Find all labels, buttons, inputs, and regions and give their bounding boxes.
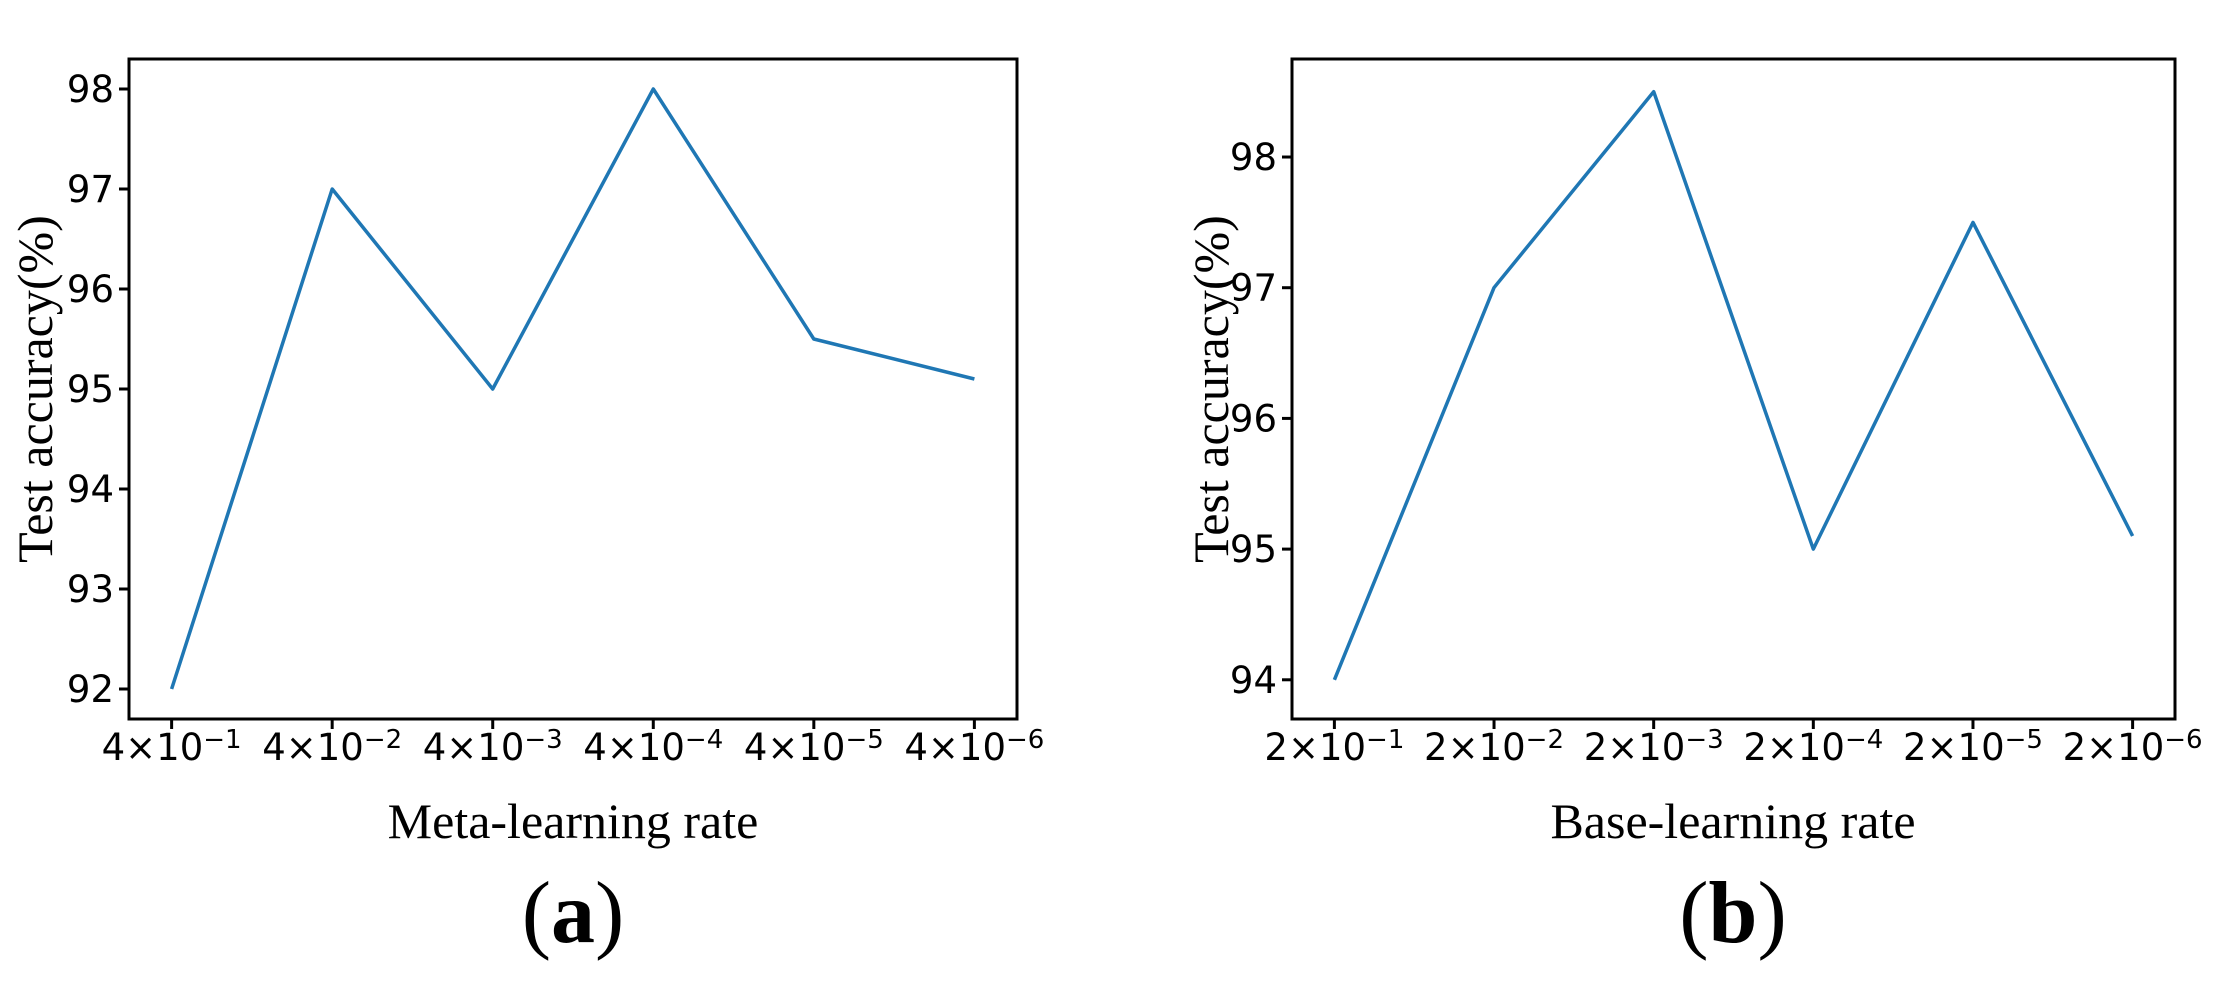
y-tick-label: 98	[67, 68, 114, 111]
y-tick-label: 95	[1230, 528, 1277, 571]
x-tick-mantissa: 4×10	[262, 726, 364, 769]
x-tick-exponent: −2	[364, 725, 402, 755]
x-tick-exponent: −3	[1685, 725, 1723, 755]
x-tick-exponent: −6	[2164, 725, 2202, 755]
x-tick-exponent: −6	[1006, 725, 1044, 755]
x-tick-mantissa: 2×10	[1903, 726, 2005, 769]
x-tick-label: 2×10−1	[1264, 725, 1404, 769]
y-tick-label: 94	[67, 468, 114, 511]
x-tick-label: 4×10−6	[904, 725, 1044, 769]
y-tick-label: 92	[67, 668, 114, 711]
x-tick-exponent: −5	[2005, 725, 2043, 755]
x-tick-label: 2×10−5	[1903, 725, 2043, 769]
y-tick-label: 96	[67, 268, 114, 311]
x-tick-exponent: −4	[1845, 725, 1883, 755]
panel-a-y-axis-title: Test accuracy(%)	[7, 215, 63, 563]
y-tick-label: 98	[1230, 136, 1277, 179]
y-tick-label: 97	[1230, 267, 1277, 310]
x-tick-mantissa: 2×10	[1584, 726, 1686, 769]
y-tick-label: 96	[1230, 397, 1277, 440]
y-tick-label: 95	[67, 368, 114, 411]
data-line	[169, 87, 975, 690]
x-tick-exponent: −1	[1366, 725, 1404, 755]
panel-a-caption-letter: a	[551, 865, 595, 962]
x-tick-exponent: −3	[524, 725, 562, 755]
x-tick-mantissa: 2×10	[1424, 726, 1526, 769]
y-tick-label: 94	[1230, 659, 1277, 702]
x-tick-mantissa: 4×10	[744, 726, 846, 769]
x-tick-label: 4×10−1	[102, 725, 242, 769]
y-tick-label: 93	[67, 568, 114, 611]
panel-b-x-axis-title: Base-learning rate	[1550, 793, 1915, 849]
panel-b-caption-open: (	[1679, 865, 1708, 962]
panel-b-y-axis-title: Test accuracy(%)	[1183, 215, 1239, 563]
x-tick-mantissa: 4×10	[583, 726, 685, 769]
x-tick-label: 4×10−2	[262, 725, 402, 769]
x-tick-label: 2×10−6	[2063, 725, 2203, 769]
plot-border	[1290, 57, 2177, 721]
x-tick-mantissa: 4×10	[904, 726, 1006, 769]
panel-a-caption: (a)	[522, 865, 625, 962]
x-tick-exponent: −2	[1526, 725, 1564, 755]
x-tick-mantissa: 2×10	[2063, 726, 2165, 769]
x-tick-label: 4×10−5	[744, 725, 884, 769]
x-tick-label: 4×10−3	[423, 725, 563, 769]
y-tick-label: 97	[67, 168, 114, 211]
x-tick-mantissa: 4×10	[423, 726, 525, 769]
panel-a-x-axis-title: Meta-learning rate	[388, 793, 759, 849]
x-tick-label: 2×10−2	[1424, 725, 1564, 769]
x-tick-label: 2×10−4	[1743, 725, 1883, 769]
panel-b-caption-close: )	[1757, 865, 1786, 962]
x-tick-mantissa: 2×10	[1264, 726, 1366, 769]
panel-b-caption-letter: b	[1709, 865, 1758, 962]
x-tick-exponent: −4	[685, 725, 723, 755]
data-line	[1332, 89, 2135, 681]
x-tick-mantissa: 4×10	[102, 726, 204, 769]
x-tick-exponent: −5	[845, 725, 883, 755]
plot-border	[127, 57, 1019, 721]
panel-a-caption-open: (	[522, 865, 551, 962]
x-tick-exponent: −1	[203, 725, 241, 755]
panel-b-caption: (b)	[1679, 865, 1787, 962]
x-tick-label: 4×10−4	[583, 725, 723, 769]
panel-a-caption-close: )	[595, 865, 624, 962]
x-tick-mantissa: 2×10	[1743, 726, 1845, 769]
x-tick-label: 2×10−3	[1584, 725, 1724, 769]
